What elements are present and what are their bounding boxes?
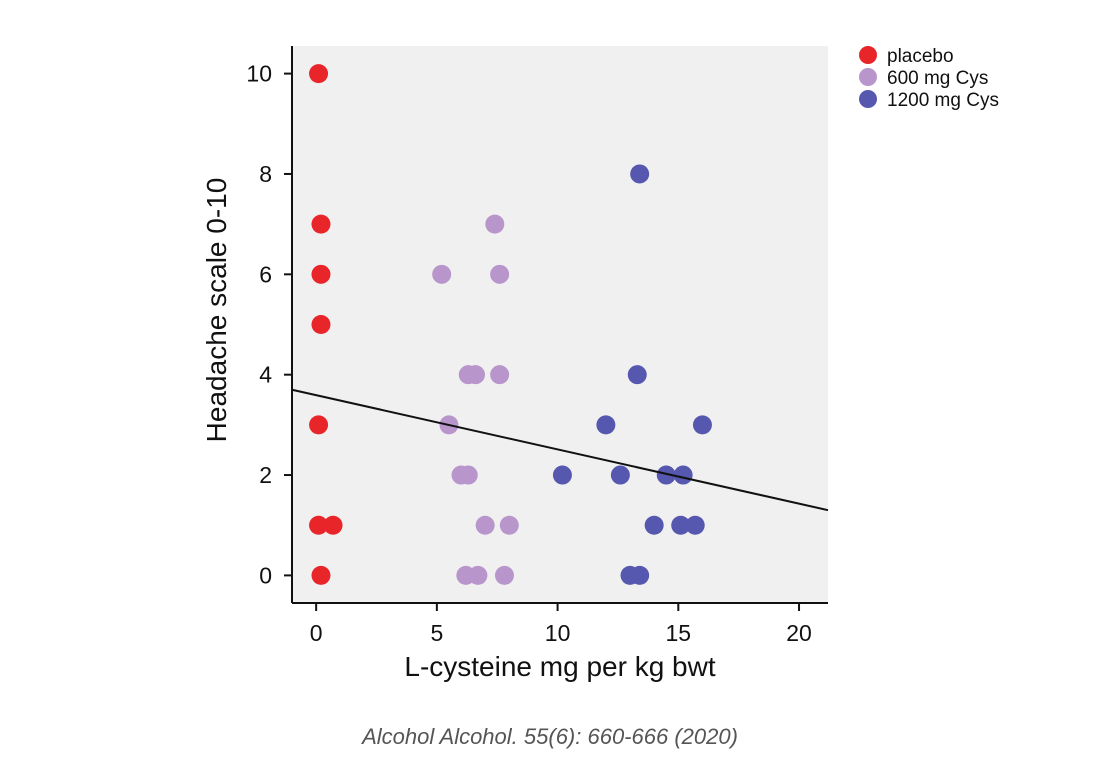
point-1200-mg-cys — [692, 415, 712, 435]
point-placebo — [309, 515, 329, 535]
point-1200-mg-cys — [673, 465, 693, 485]
point-600-mg-cys — [475, 515, 495, 535]
point-1200-mg-cys — [630, 164, 650, 184]
axes: 0 5 10 15 20 0 2 4 6 8 10 — [246, 46, 828, 646]
plot-background — [292, 46, 828, 603]
x-axis-title: L-cysteine mg per kg bwt — [404, 651, 715, 682]
y-tick-label: 6 — [259, 261, 272, 287]
point-1200-mg-cys — [627, 365, 647, 385]
x-tick-label: 10 — [545, 620, 571, 646]
point-1200-mg-cys — [656, 465, 676, 485]
data-points — [291, 64, 829, 585]
point-1200-mg-cys — [644, 515, 664, 535]
point-1200-mg-cys — [685, 515, 705, 535]
y-tick-label: 8 — [259, 161, 272, 187]
point-600-mg-cys — [458, 465, 478, 485]
point-placebo — [323, 515, 343, 535]
x-tick-label: 5 — [430, 620, 443, 646]
legend-marker-placebo — [859, 46, 877, 64]
y-tick-label: 10 — [246, 61, 272, 87]
y-tick-label: 0 — [259, 562, 272, 588]
legend-marker-1200mg — [859, 90, 877, 108]
y-tick-label: 2 — [259, 462, 272, 488]
point-placebo — [309, 64, 329, 84]
regression-line — [291, 388, 829, 512]
point-placebo — [311, 565, 331, 585]
point-placebo — [311, 214, 331, 234]
point-1200-mg-cys — [552, 465, 572, 485]
point-600-mg-cys — [432, 264, 452, 284]
point-600-mg-cys — [494, 565, 514, 585]
citation: Alcohol Alcohol. 55(6): 660-666 (2020) — [360, 724, 738, 749]
point-1200-mg-cys — [610, 465, 630, 485]
x-tick-label: 20 — [786, 620, 812, 646]
point-600-mg-cys — [465, 365, 485, 385]
x-tick-label: 15 — [666, 620, 692, 646]
point-600-mg-cys — [485, 214, 505, 234]
point-placebo — [309, 415, 329, 435]
legend-label-600mg: 600 mg Cys — [887, 68, 988, 89]
legend-label-1200mg: 1200 mg Cys — [887, 90, 999, 111]
legend-marker-600mg — [859, 68, 877, 86]
y-tick-label: 4 — [259, 362, 272, 388]
point-600-mg-cys — [468, 565, 488, 585]
legend: placebo 600 mg Cys 1200 mg Cys — [859, 46, 999, 111]
point-placebo — [311, 264, 331, 284]
legend-label-placebo: placebo — [887, 46, 954, 67]
point-1200-mg-cys — [630, 565, 650, 585]
point-600-mg-cys — [490, 365, 510, 385]
point-600-mg-cys — [490, 264, 510, 284]
x-tick-label: 0 — [310, 620, 323, 646]
point-placebo — [311, 315, 331, 334]
point-600-mg-cys — [499, 515, 519, 535]
point-1200-mg-cys — [596, 415, 616, 435]
point-1200-mg-cys — [671, 515, 691, 535]
y-axis-title: Headache scale 0-10 — [201, 178, 232, 443]
